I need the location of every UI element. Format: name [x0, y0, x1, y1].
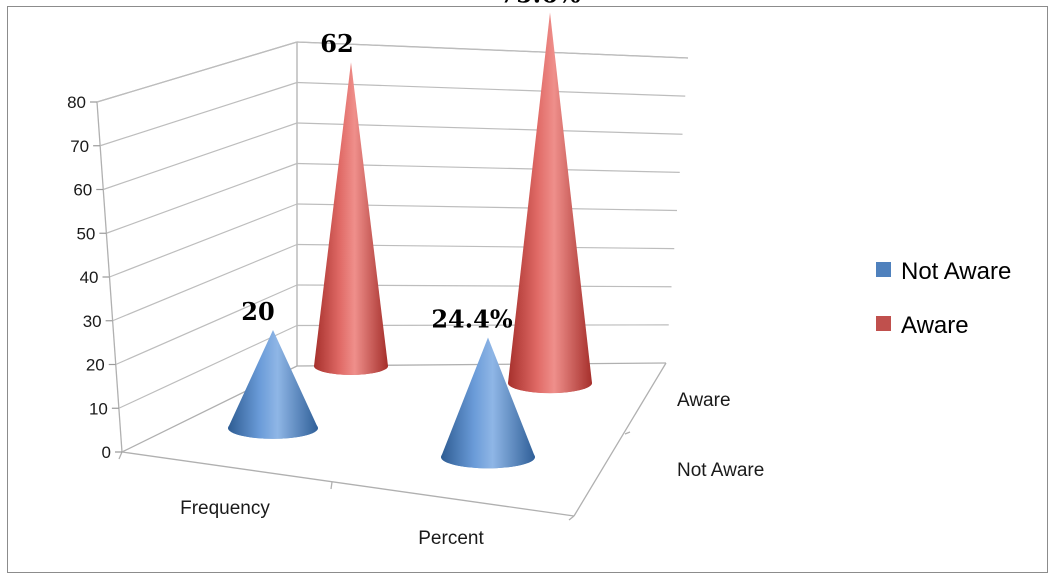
gridline-side [106, 162, 298, 234]
y-tick-label: 30 [83, 312, 102, 331]
gridline-back [296, 41, 689, 59]
category-tick [118, 451, 123, 460]
cone-body [508, 12, 592, 394]
cone-body [228, 330, 318, 439]
data-labels: 62 75.6% 20 24.4% [241, 0, 581, 333]
y-tick-label: 0 [102, 443, 111, 462]
category-tick [330, 481, 333, 490]
depth-label-not-aware: Not Aware [677, 460, 764, 481]
cone-aware-frequency [314, 62, 388, 375]
legend-label-aware: Aware [901, 312, 969, 339]
data-label: 20 [241, 297, 274, 326]
gridlines [96, 41, 689, 409]
y-tick-label: 40 [80, 268, 99, 287]
depth-tick [568, 515, 575, 521]
cone-aware-percent [508, 12, 592, 394]
chart-walls [96, 41, 689, 521]
category-label-percent: Percent [418, 528, 484, 549]
gridline-side [118, 324, 298, 409]
y-tick-marks [90, 101, 122, 453]
data-label: 24.4% [431, 304, 512, 333]
depth-tick [624, 431, 631, 435]
cone-body [314, 62, 388, 375]
gridline-side [109, 203, 298, 278]
gridline-back [296, 122, 683, 135]
gridline-side [96, 41, 298, 103]
gridline-back [296, 81, 686, 97]
gridline-side [103, 122, 298, 191]
y-tick-label: 70 [70, 137, 89, 156]
floor-right-edge [573, 362, 667, 517]
data-label: 62 [320, 29, 353, 58]
data-label: 75.6% [499, 0, 580, 9]
cone-not-aware-percent [441, 337, 535, 469]
gridline-side [115, 284, 298, 366]
cones [228, 12, 592, 469]
y-tick-labels: 0 10 20 30 40 50 60 70 80 [67, 93, 111, 462]
y-tick-label: 20 [86, 356, 105, 375]
gridline-side [112, 243, 298, 322]
legend-swatch-not-aware [876, 262, 891, 277]
category-label-frequency: Frequency [180, 498, 270, 519]
cone-not-aware-frequency [228, 330, 318, 439]
legend-label-not-aware: Not Aware [901, 258, 1011, 285]
y-tick-label: 60 [73, 181, 92, 200]
cone-body [441, 337, 535, 469]
legend: Not Aware Aware [876, 258, 1011, 339]
gridline-side [99, 81, 298, 147]
y-tick-label: 80 [67, 93, 86, 112]
legend-swatch-aware [876, 316, 891, 331]
y-tick-label: 10 [89, 399, 108, 418]
floor-front-edge [121, 451, 575, 517]
y-tick-label: 50 [76, 224, 95, 243]
depth-label-aware: Aware [677, 390, 731, 411]
